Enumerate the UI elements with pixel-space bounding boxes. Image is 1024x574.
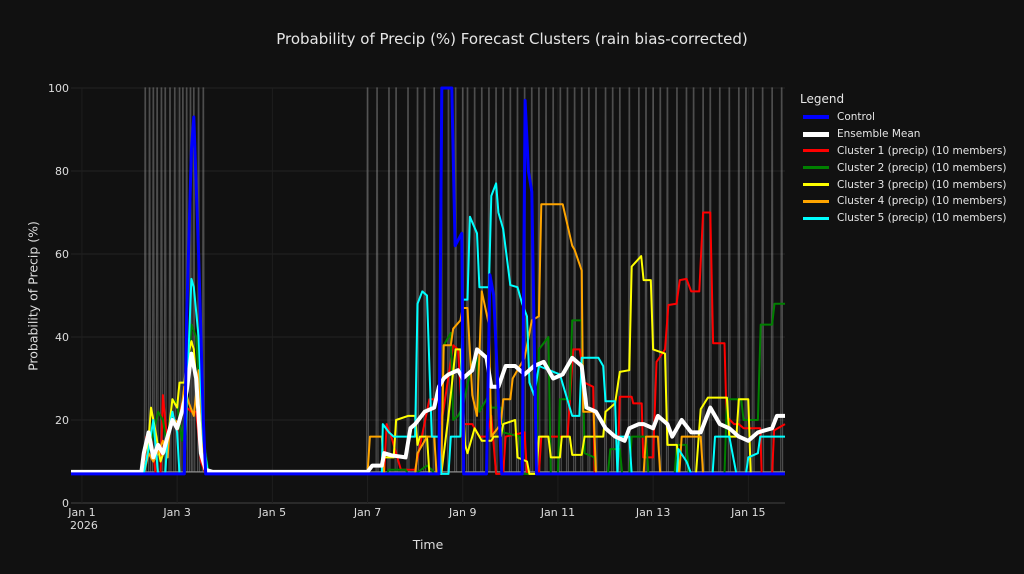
ensemble-member-traces <box>71 87 785 473</box>
member-trace <box>168 87 172 472</box>
member-trace <box>692 87 696 472</box>
legend-swatch <box>803 115 829 120</box>
legend-title: Legend <box>800 92 845 106</box>
legend-swatch <box>803 166 829 170</box>
member-trace <box>432 87 436 472</box>
member-trace <box>173 87 177 472</box>
member-trace <box>744 87 748 472</box>
legend-swatch <box>803 183 829 187</box>
legend-label: Cluster 4 (precip) (10 members) <box>837 195 1007 208</box>
member-trace <box>587 87 591 472</box>
x-tick-sublabel: 2026 <box>70 519 98 532</box>
x-tick-label: Jan 3 <box>162 506 190 519</box>
member-trace <box>573 87 577 472</box>
legend-item[interactable]: Cluster 3 (precip) (10 members) <box>800 176 1006 193</box>
y-axis-title: Probability of Precip (%) <box>25 221 41 371</box>
member-trace <box>473 87 477 472</box>
member-trace <box>387 87 391 472</box>
member-trace <box>611 87 615 472</box>
legend-label: Cluster 2 (precip) (10 members) <box>837 161 1007 174</box>
legend-label: Cluster 5 (precip) (10 members) <box>837 212 1007 225</box>
member-trace <box>780 87 784 472</box>
x-tick-label: Jan 13 <box>635 506 670 519</box>
member-trace <box>155 87 159 472</box>
member-trace <box>651 87 655 472</box>
member-trace <box>751 87 755 472</box>
x-tick-label: Jan 11 <box>540 506 575 519</box>
legend: Legend Control Ensemble Mean Cluster 1 (pr… <box>800 92 1006 227</box>
member-trace <box>394 87 398 472</box>
member-trace <box>192 87 196 472</box>
member-trace <box>406 87 410 472</box>
member-trace <box>637 87 641 472</box>
legend-item[interactable]: Cluster 4 (precip) (10 members) <box>800 193 1006 210</box>
member-trace <box>480 87 484 472</box>
member-trace <box>603 87 608 472</box>
member-trace <box>675 87 679 472</box>
member-trace <box>159 87 163 472</box>
member-trace <box>565 87 570 472</box>
legend-item[interactable]: Ensemble Mean <box>800 126 1006 143</box>
legend-item[interactable]: Control <box>800 109 1006 126</box>
member-trace <box>627 87 631 472</box>
member-trace <box>718 87 722 472</box>
member-trace <box>737 87 741 472</box>
member-trace <box>423 87 427 472</box>
y-tick-label: 40 <box>55 331 69 344</box>
legend-label: Cluster 1 (precip) (10 members) <box>837 144 1007 157</box>
member-trace <box>701 87 705 472</box>
member-trace <box>147 87 152 472</box>
x-tick-label: Jan 5 <box>258 506 286 519</box>
member-trace <box>594 87 598 472</box>
member-trace <box>658 87 662 472</box>
member-trace <box>494 87 498 472</box>
y-tick-label: 60 <box>55 248 69 261</box>
member-trace <box>454 87 458 472</box>
member-trace <box>727 87 731 472</box>
chart-title: Probability of Precip (%) Forecast Clust… <box>276 30 748 48</box>
x-tick-label: Jan 1 <box>67 506 95 519</box>
legend-swatch <box>803 199 829 203</box>
y-tick-label: 100 <box>48 82 69 95</box>
member-trace <box>501 87 505 472</box>
member-trace <box>365 87 370 472</box>
legend-label: Cluster 3 (precip) (10 members) <box>837 178 1007 191</box>
series-line-cluster-3-precip-10-members[interactable] <box>71 255 785 475</box>
member-trace <box>177 87 182 472</box>
legend-swatch <box>803 131 829 137</box>
member-trace <box>143 87 147 472</box>
legend-item[interactable]: Cluster 1 (precip) (10 members) <box>800 143 1006 160</box>
x-tick-label: Jan 9 <box>448 506 476 519</box>
member-trace <box>415 87 420 472</box>
member-trace <box>770 87 774 472</box>
legend-item[interactable]: Cluster 2 (precip) (10 members) <box>800 159 1006 176</box>
x-tick-label: Jan 7 <box>353 506 381 519</box>
member-trace <box>181 87 185 472</box>
member-trace <box>201 87 205 472</box>
member-trace <box>515 87 520 472</box>
member-trace <box>551 87 555 472</box>
x-axis-title: Time <box>412 537 444 552</box>
legend-swatch <box>803 149 829 153</box>
member-trace <box>665 87 669 472</box>
member-trace <box>558 87 562 472</box>
y-tick-label: 20 <box>55 414 69 427</box>
y-tick-label: 80 <box>55 165 69 178</box>
legend-label: Ensemble Mean <box>837 128 921 141</box>
legend-item[interactable]: Cluster 5 (precip) (10 members) <box>800 210 1006 227</box>
x-tick-label: Jan 15 <box>730 506 765 519</box>
series-line-control[interactable] <box>71 86 785 476</box>
member-trace <box>618 87 622 472</box>
member-trace <box>761 87 765 472</box>
legend-label: Control <box>837 111 875 124</box>
legend-swatch <box>803 216 829 220</box>
member-trace <box>544 87 548 472</box>
member-trace <box>151 87 155 472</box>
member-trace <box>375 87 379 472</box>
member-trace <box>163 87 167 472</box>
y-tick-label: 0 <box>62 497 69 510</box>
cluster-series <box>71 86 786 476</box>
